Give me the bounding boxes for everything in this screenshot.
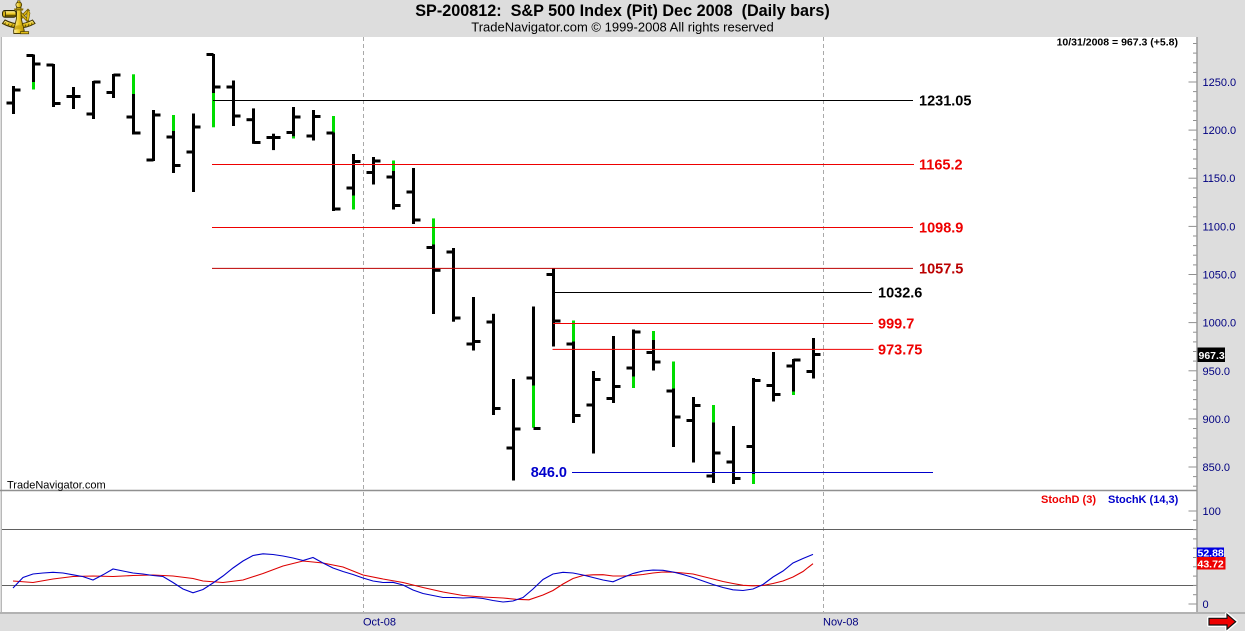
svg-text:1000.0: 1000.0 [1203,318,1237,330]
svg-text:950.0: 950.0 [1203,366,1231,378]
svg-text:846.0: 846.0 [531,465,567,481]
svg-text:StochK (14,3): StochK (14,3) [1108,494,1179,506]
svg-text:1231.05: 1231.05 [919,94,971,110]
svg-text:TradeNavigator.com © 1999-2008: TradeNavigator.com © 1999-2008 All right… [471,20,773,35]
svg-text:1200.0: 1200.0 [1203,125,1237,137]
svg-text:100: 100 [1203,506,1221,518]
svg-text:850.0: 850.0 [1203,462,1231,474]
svg-text:1250.0: 1250.0 [1203,77,1237,89]
svg-text:1032.6: 1032.6 [878,286,922,302]
svg-text:TradeNavigator.com: TradeNavigator.com [7,480,106,492]
svg-text:1165.2: 1165.2 [919,158,963,174]
svg-text:StochD (3): StochD (3) [1041,494,1096,506]
svg-text:967.3: 967.3 [1199,350,1225,362]
svg-text:0: 0 [1203,599,1209,611]
svg-text:1050.0: 1050.0 [1203,270,1237,282]
svg-text:1100.0: 1100.0 [1203,221,1236,233]
svg-text:Oct-08: Oct-08 [363,617,396,629]
svg-text:1150.0: 1150.0 [1203,173,1236,185]
svg-text:43.72: 43.72 [1198,559,1224,571]
svg-text:52.88: 52.88 [1198,547,1224,559]
svg-text:1098.9: 1098.9 [919,221,963,237]
svg-text:1057.5: 1057.5 [919,261,963,277]
svg-text:SP-200812: S&P 500 Index (Pit: SP-200812: S&P 500 Index (Pit) Dec 2008 … [415,2,829,20]
svg-text:999.7: 999.7 [878,317,914,333]
svg-text:900.0: 900.0 [1203,414,1231,426]
svg-text:973.75: 973.75 [878,342,922,358]
svg-text:10/31/2008 = 967.3 (+5.8): 10/31/2008 = 967.3 (+5.8) [1057,37,1178,49]
svg-text:Nov-08: Nov-08 [823,617,858,629]
